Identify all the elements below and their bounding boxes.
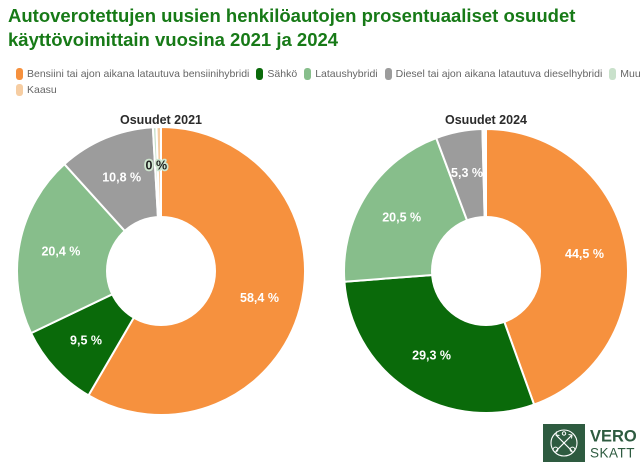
page-title: Autoverotettujen uusien henkilöautojen p… — [8, 5, 576, 50]
legend-swatch-icon — [16, 68, 23, 80]
legend-item-4: Diesel tai ajon aikana latautuva dieselh… — [384, 68, 603, 80]
legend-item-3: Lataushybridi — [304, 68, 378, 80]
donut-slice-value-label: 44,5 % — [565, 247, 604, 261]
legend-item-label: Diesel tai ajon aikana latautuva dieselh… — [395, 68, 603, 80]
donut-slice-value-label: 9,5 % — [70, 333, 102, 347]
donut-chart-osuudet-2024: 44,5 % 29,3 % 20,5 % 5,3 % — [343, 127, 629, 415]
legend-swatch-icon — [609, 68, 617, 80]
vero-skatt-logo: VERO SKATT — [543, 424, 639, 466]
donut-slice-value-label: 5,3 % — [451, 166, 483, 180]
legend-swatch-icon — [304, 68, 312, 80]
donut-slice-value-label: 0 % — [146, 158, 168, 172]
donut-slice-value-label: 20,4 % — [41, 245, 80, 259]
chart-title-2021: Osuudet 2021 — [120, 113, 202, 127]
legend-item-5: Muu — [609, 68, 641, 80]
donut-chart-osuudet-2021: 58,4 % 9,5 % 20,4 % 10,8 % 0 % — [16, 125, 306, 416]
legend-item-label: Lataushybridi — [315, 68, 378, 80]
donut-slice-value-label: 10,8 % — [102, 170, 141, 184]
logo-text-vero: VERO — [590, 428, 637, 446]
logo-text-skatt: SKATT — [590, 446, 635, 461]
donut-hole — [431, 216, 541, 326]
donut-slice-value-label: 29,3 % — [412, 348, 451, 362]
legend-item-2: Sähkö — [256, 68, 297, 80]
legend-item-label: Sähkö — [267, 68, 298, 80]
tax-administration-emblem-icon — [543, 424, 585, 462]
legend-item-label: Kaasu — [27, 84, 57, 96]
legend-swatch-icon — [256, 68, 264, 80]
legend-item-label: Bensiini tai ajon aikana latautuva bensi… — [27, 68, 250, 80]
legend-item-label: Muu — [620, 68, 641, 80]
chart-legend: Bensiini tai ajon aikana latautuva bensi… — [16, 68, 643, 96]
donut-slice-value-label: 58,4 % — [240, 291, 279, 305]
vero-skatt-logo-svg: VERO SKATT — [543, 424, 637, 462]
donut-slice — [16, 163, 162, 335]
chart-title-2024: Osuudet 2024 — [445, 113, 527, 127]
legend-item-6: Kaasu — [16, 84, 57, 96]
legend-swatch-icon — [16, 84, 23, 96]
donut-slice — [485, 128, 629, 406]
legend-item-1: Bensiini tai ajon aikana latautuva bensi… — [16, 68, 249, 80]
legend-swatch-icon — [384, 68, 392, 80]
donut-slice-value-label: 20,5 % — [382, 211, 421, 225]
donut-hole — [106, 216, 216, 326]
